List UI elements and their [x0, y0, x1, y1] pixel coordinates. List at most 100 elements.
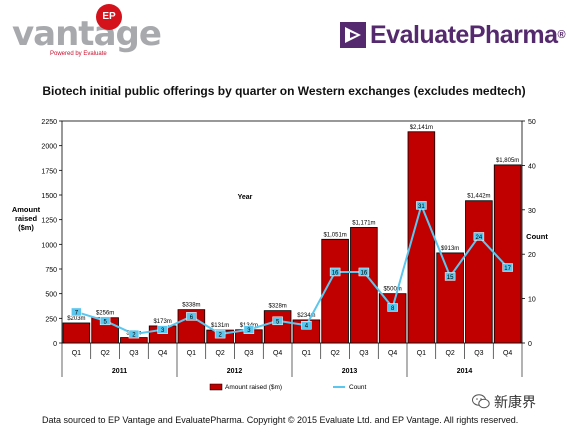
count-point — [157, 325, 168, 334]
x-tick-label: Q4 — [273, 350, 282, 357]
bar — [378, 293, 407, 344]
wechat-watermark: 新康界 — [472, 392, 564, 412]
year-label: 2011 — [112, 368, 127, 375]
y2-tick-label: 0 — [528, 341, 532, 348]
y-tick-label: 1500 — [41, 193, 57, 200]
count-point — [387, 303, 398, 312]
evaluatepharma-wordmark: EvaluatePharma® — [370, 20, 566, 50]
x-tick-label: Q3 — [129, 350, 138, 357]
bar — [465, 200, 493, 344]
x-tick-label: Q2 — [215, 350, 224, 357]
bar — [436, 252, 464, 344]
y2-axis-label: Count — [526, 232, 548, 241]
y-tick-label: 1750 — [41, 168, 57, 175]
bar — [350, 227, 378, 344]
x-tick-label: Q1 — [302, 350, 311, 357]
x-tick-label: Q1 — [72, 350, 81, 357]
bar-value-label: $203m — [67, 316, 85, 322]
count-point-label: 3 — [247, 328, 251, 334]
count-point-label: 17 — [504, 266, 511, 272]
count-point-label: 6 — [190, 315, 194, 321]
count-point-label: 16 — [361, 270, 368, 276]
count-point-label: 5 — [276, 319, 280, 325]
bar-value-label: $500m — [383, 287, 401, 293]
x-tick-label: Q2 — [330, 350, 339, 357]
bar-value-label: $173m — [153, 319, 171, 325]
count-point-label: 5 — [103, 319, 107, 325]
ep-vantage-logo: vantage EP Powered by Evaluate — [10, 4, 162, 62]
y-tick-label: 250 — [45, 316, 57, 323]
powered-by-text: Powered by Evaluate — [50, 51, 107, 57]
legend-bar-label: Amount raised ($m) — [225, 384, 282, 391]
count-point — [301, 320, 312, 330]
x-tick-label: Q1 — [417, 350, 426, 357]
year-label: 2012 — [227, 368, 243, 375]
count-point-label: 2 — [218, 333, 222, 339]
y2-tick-label: 40 — [528, 163, 536, 170]
bar-value-label: $913m — [441, 246, 459, 252]
year-label: 2014 — [457, 368, 473, 375]
count-point-label: 8 — [391, 306, 395, 312]
bar — [321, 238, 349, 344]
evaluatepharma-logo: EvaluatePharma® — [340, 20, 566, 52]
year-label: 2013 — [342, 368, 358, 375]
x-tick-label: Q1 — [187, 350, 196, 357]
count-point-label: 2 — [132, 333, 136, 339]
bar-value-label: $328m — [268, 304, 286, 310]
bar-value-label: $256m — [96, 311, 114, 317]
y-tick-label: 500 — [45, 292, 57, 299]
footer-copyright: Data sourced to EP Vantage and EvaluateP… — [42, 415, 519, 425]
chart-title: Biotech initial public offerings by quar… — [42, 84, 526, 98]
legend-line-label: Count — [349, 384, 367, 391]
count-point — [272, 316, 283, 326]
registered-mark: ® — [557, 29, 566, 41]
bar-value-label: $1,051m — [323, 232, 346, 238]
y-axis-label: Amount raised ($m) — [12, 205, 41, 232]
count-point-label: 15 — [447, 275, 454, 281]
y2-tick-label: 30 — [528, 208, 536, 215]
count-point-label: 24 — [476, 235, 483, 241]
evaluatepharma-name: EvaluatePharma — [370, 21, 558, 49]
legend-bar-swatch — [209, 383, 223, 391]
count-point-label: 31 — [418, 204, 425, 210]
count-point — [186, 312, 197, 321]
count-point-label: 16 — [332, 270, 339, 276]
count-point — [502, 263, 513, 272]
count-point — [128, 329, 140, 339]
bar-value-label: $1,805m — [496, 158, 519, 164]
x-tick-label: Q3 — [474, 350, 483, 357]
x-tick-label: Q4 — [503, 350, 512, 357]
bar-value-label: $1,442m — [467, 194, 490, 200]
x-tick-label: Q4 — [388, 350, 397, 357]
wechat-icon — [472, 394, 490, 409]
x-tick-label: Q4 — [158, 350, 167, 357]
bar-value-label: $2,141m — [410, 125, 433, 131]
count-point — [416, 201, 427, 210]
y-tick-label: 0 — [53, 341, 57, 348]
bar-value-label: $234m — [297, 313, 315, 319]
bar — [62, 322, 91, 344]
count-point-label: 7 — [75, 310, 79, 316]
bar — [493, 164, 522, 344]
x-tick-label: Q2 — [445, 350, 454, 357]
bar — [263, 310, 292, 344]
y2-tick-label: 20 — [528, 252, 536, 259]
y-tick-label: 1000 — [41, 242, 57, 249]
y-tick-label: 1250 — [41, 218, 57, 225]
count-point — [329, 267, 341, 277]
count-point — [214, 329, 226, 339]
bar-value-label: $131m — [211, 323, 229, 329]
y-tick-label: 750 — [45, 267, 57, 274]
y-tick-label: 2000 — [41, 144, 57, 151]
x-axis-label: Year — [238, 194, 253, 201]
x-tick-label: Q2 — [100, 350, 109, 357]
count-point — [473, 232, 485, 241]
count-point — [243, 325, 255, 334]
y-tick-label: 2250 — [41, 119, 57, 126]
count-point — [71, 307, 82, 317]
ipo-chart: 0250500750100012501500175020002250010203… — [12, 119, 548, 391]
bar-value-label: $1,171m — [352, 220, 375, 226]
watermark-text: 新康界 — [494, 394, 536, 410]
count-point-label: 3 — [161, 328, 165, 334]
count-point-label: 4 — [305, 324, 309, 330]
